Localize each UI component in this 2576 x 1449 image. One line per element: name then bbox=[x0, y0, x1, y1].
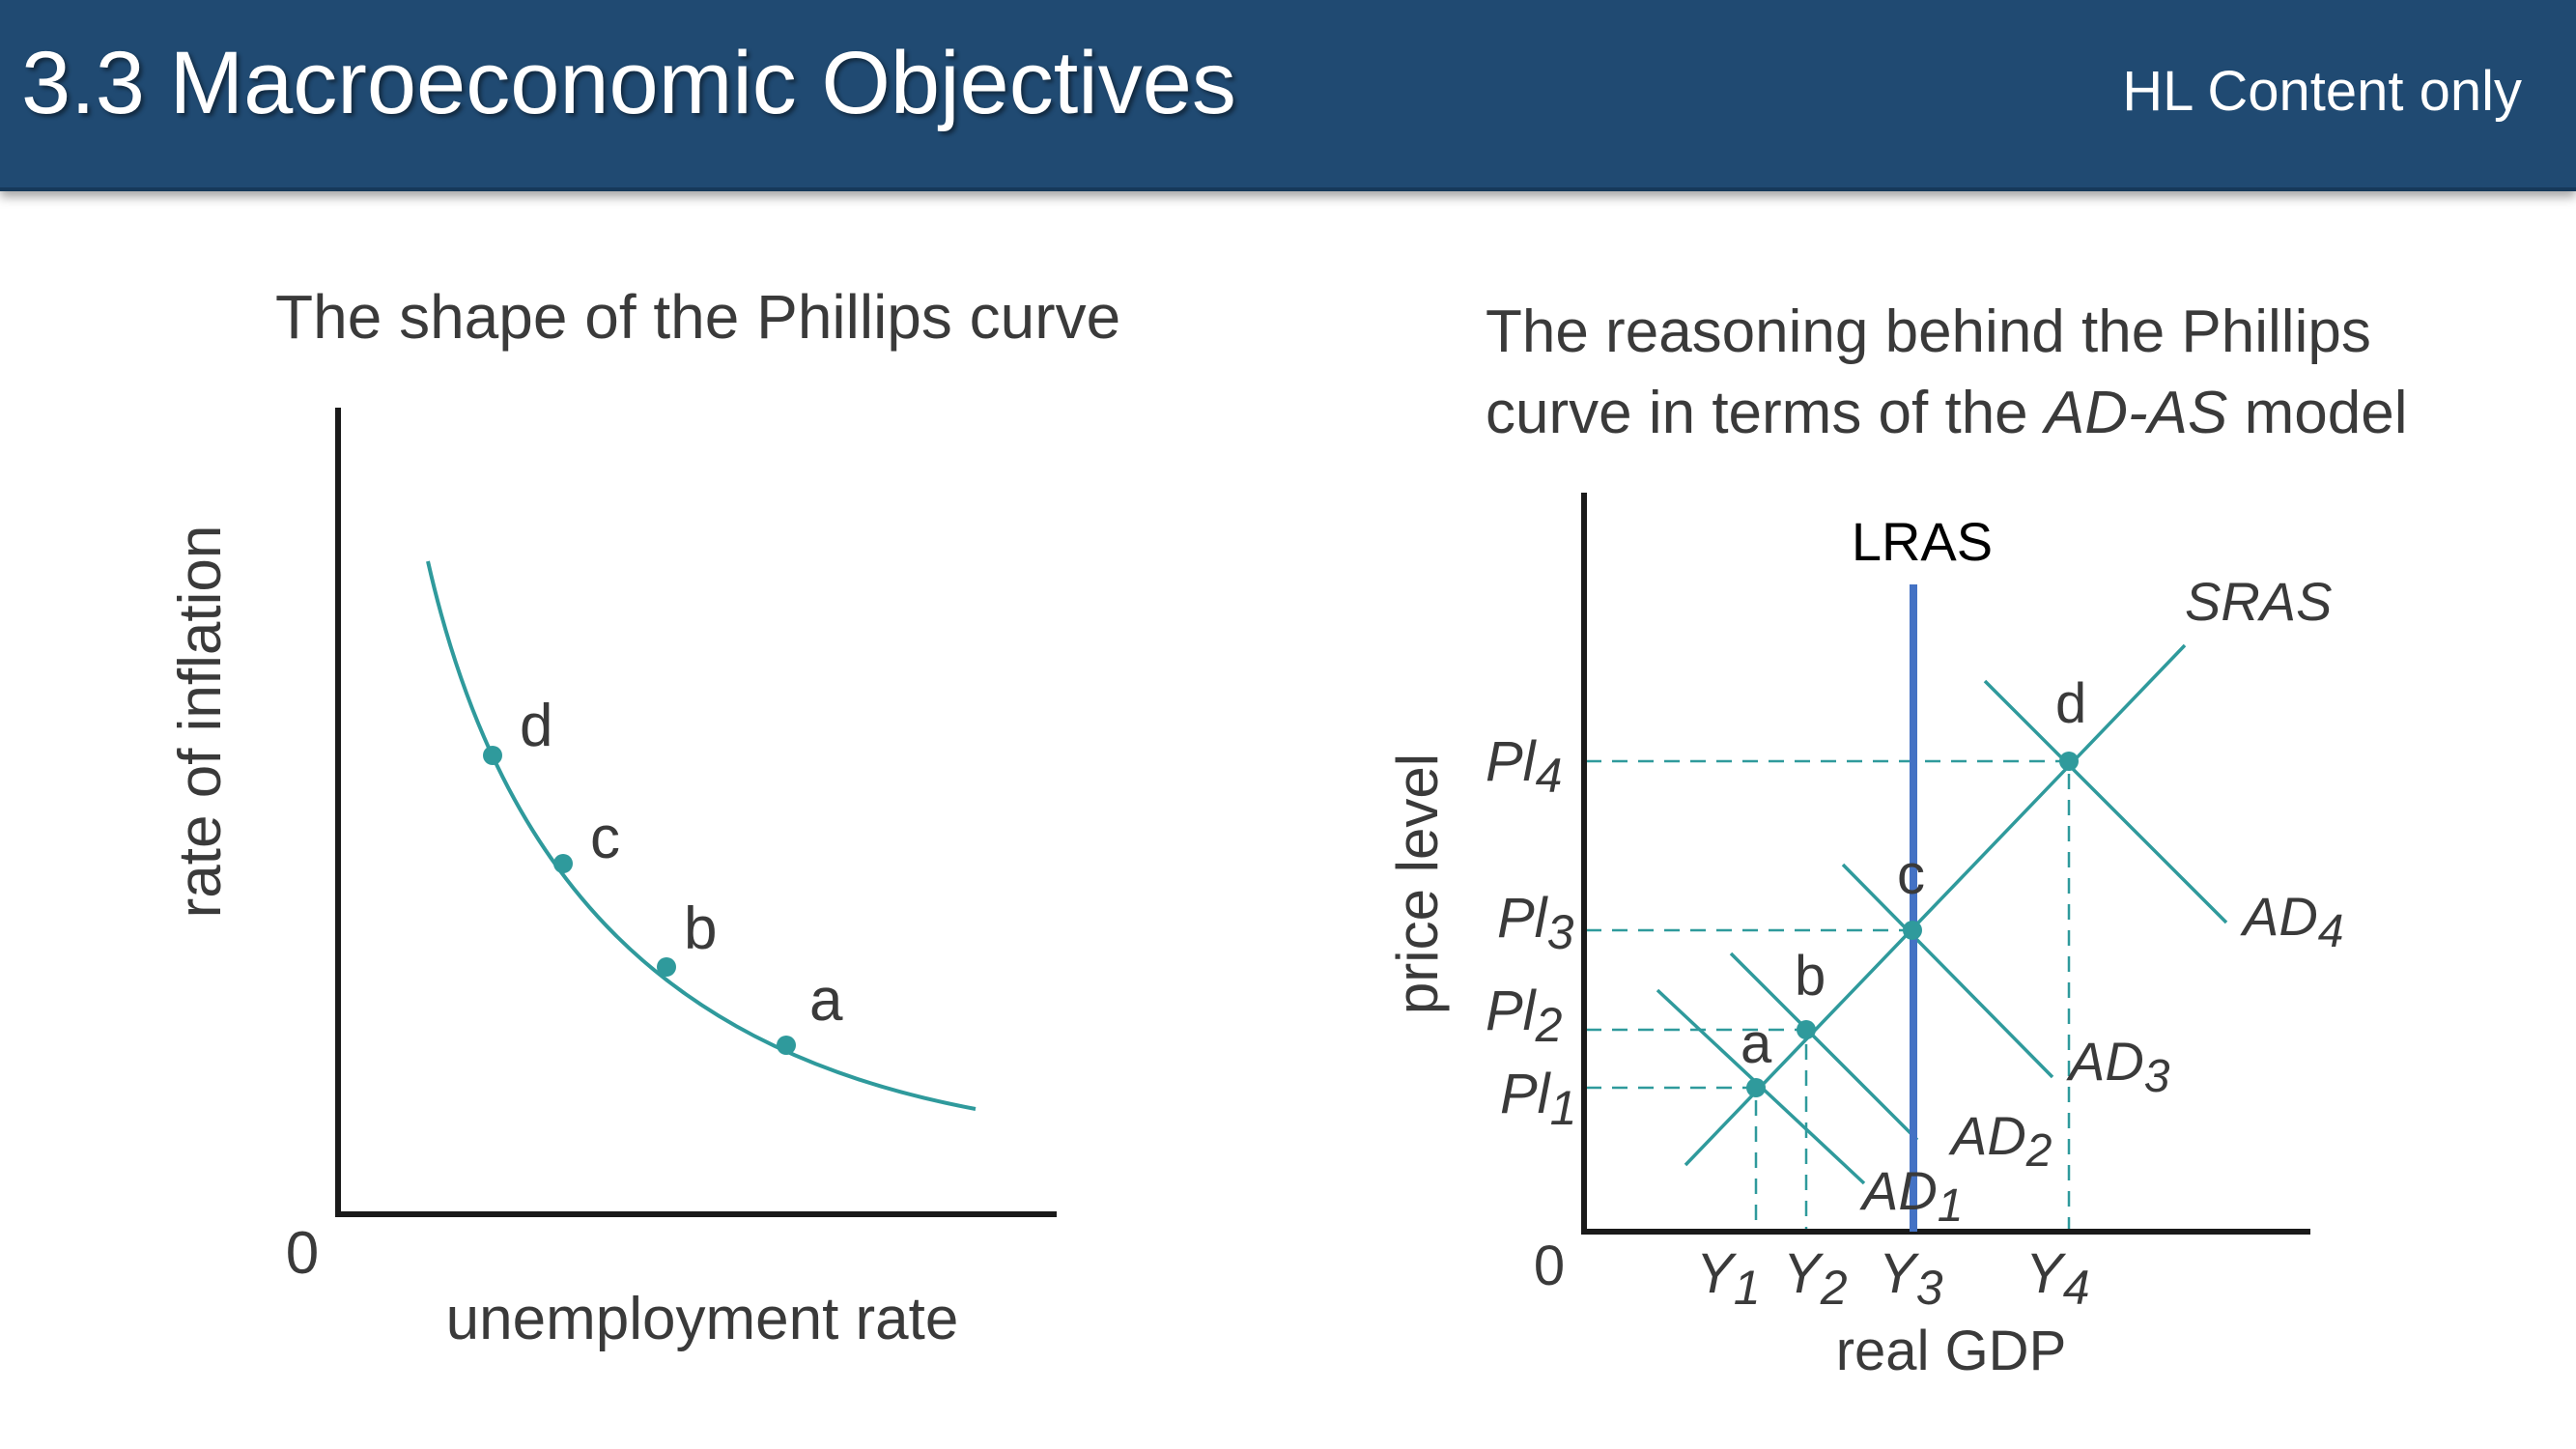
adas-title-line2: curve in terms of the AD-AS model bbox=[1486, 380, 2407, 446]
pl4-label: Pl4 bbox=[1486, 730, 1562, 803]
adas-ylabel: price level bbox=[1385, 753, 1450, 1014]
phillips-point-d bbox=[483, 746, 502, 765]
phillips-title: The shape of the Phillips curve bbox=[275, 282, 1120, 352]
ad3-label: AD3 bbox=[2066, 1031, 2170, 1102]
pl3-label: Pl3 bbox=[1497, 887, 1574, 959]
phillips-label-b: b bbox=[684, 895, 717, 962]
adas-label-c: c bbox=[1897, 843, 1925, 906]
adas-axes bbox=[1581, 493, 2310, 1235]
adas-point-a bbox=[1746, 1078, 1766, 1097]
pl2-label: Pl2 bbox=[1486, 980, 1563, 1052]
adas-label-d: d bbox=[2055, 672, 2086, 735]
sras-label: SRAS bbox=[2185, 571, 2333, 632]
adas-xlabel: real GDP bbox=[1836, 1320, 2067, 1382]
phillips-point-a bbox=[777, 1036, 796, 1055]
phillips-label-a: a bbox=[809, 967, 843, 1034]
phillips-xlabel: unemployment rate bbox=[446, 1286, 959, 1352]
phillips-axes bbox=[335, 408, 1057, 1217]
phillips-point-b bbox=[657, 957, 676, 977]
phillips-diagram: The shape of the Phillips curve rate of … bbox=[167, 282, 1120, 1352]
phillips-point-c bbox=[553, 854, 573, 873]
slide-title: 3.3 Macroeconomic Objectives bbox=[21, 34, 1236, 132]
y4-label: Y4 bbox=[2025, 1242, 2090, 1315]
phillips-curve bbox=[426, 560, 977, 1111]
lras-label: LRAS bbox=[1852, 511, 1993, 572]
adas-ad-curves bbox=[1656, 643, 2228, 1185]
adas-origin: 0 bbox=[1534, 1235, 1565, 1297]
phillips-label-c: c bbox=[590, 805, 620, 871]
ad2-label: AD2 bbox=[1948, 1105, 2052, 1177]
adas-point-c bbox=[1903, 921, 1922, 940]
slide-header: 3.3 Macroeconomic Objectives HL Content … bbox=[0, 0, 2576, 191]
pl1-label: Pl1 bbox=[1500, 1063, 1576, 1135]
y2-label: Y2 bbox=[1783, 1242, 1848, 1315]
adas-label-a: a bbox=[1741, 1012, 1772, 1075]
adas-title-line1: The reasoning behind the Phillips bbox=[1486, 298, 2371, 365]
phillips-ylabel: rate of inflation bbox=[167, 526, 234, 919]
adas-diagram: The reasoning behind the Phillips curve … bbox=[1385, 298, 2407, 1382]
sras-curve bbox=[1684, 643, 2187, 1167]
ad2-curve bbox=[1729, 952, 1919, 1142]
ad1-label: AD1 bbox=[1859, 1160, 1964, 1232]
ad3-curve bbox=[1841, 863, 2054, 1079]
ad4-label: AD4 bbox=[2240, 886, 2344, 957]
y1-label: Y1 bbox=[1696, 1242, 1761, 1315]
ad4-curve bbox=[1983, 679, 2228, 924]
phillips-label-d: d bbox=[520, 693, 552, 759]
phillips-origin: 0 bbox=[286, 1220, 319, 1287]
adas-point-d bbox=[2059, 752, 2079, 771]
hl-content-tag: HL Content only bbox=[2122, 60, 2522, 123]
adas-point-b bbox=[1797, 1020, 1816, 1039]
adas-label-b: b bbox=[1795, 945, 1826, 1008]
y3-label: Y3 bbox=[1879, 1242, 1943, 1315]
